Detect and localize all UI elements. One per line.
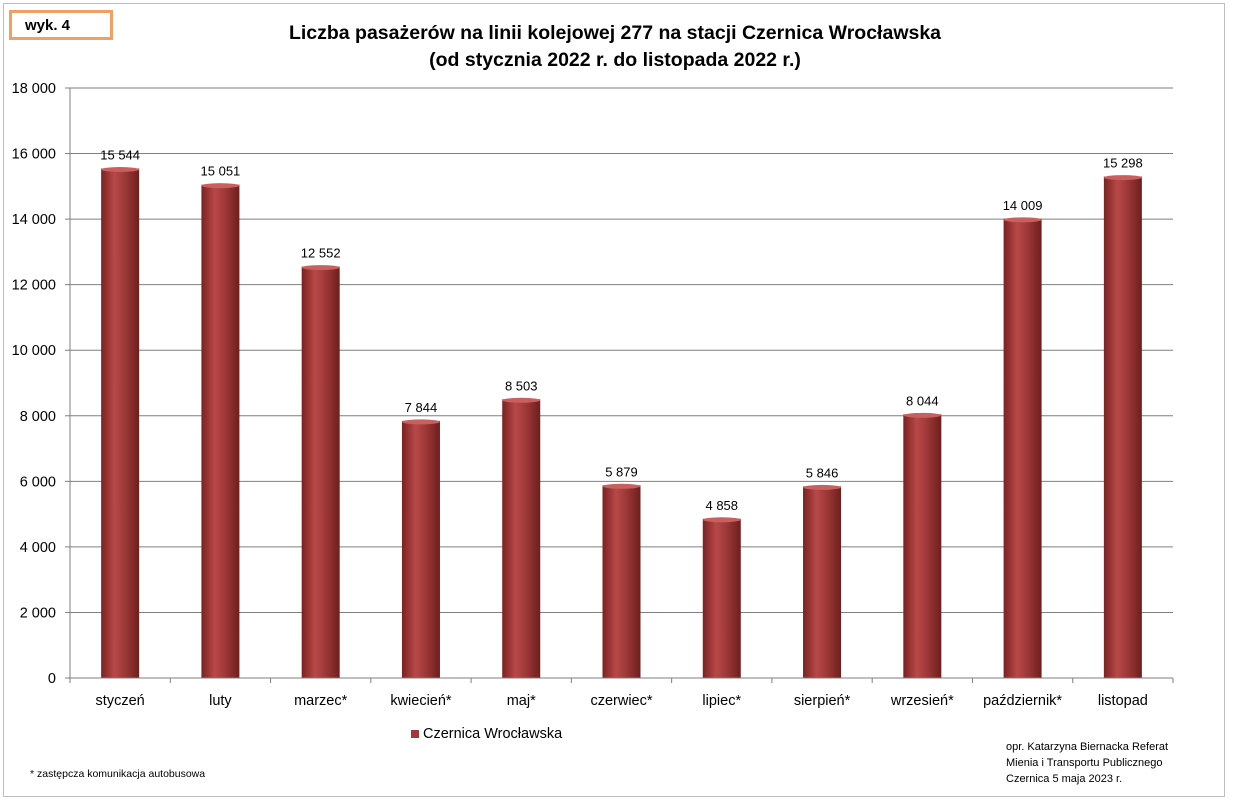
- data-label: 8 044: [906, 393, 939, 408]
- data-label: 8 503: [505, 378, 538, 393]
- y-tick-label: 4 000: [20, 540, 56, 556]
- data-label: 12 552: [301, 246, 341, 261]
- data-label: 14 009: [1003, 198, 1043, 213]
- bar: [1003, 218, 1042, 679]
- bar: [502, 399, 541, 678]
- data-label: 5 879: [605, 464, 638, 479]
- bar-cap: [602, 483, 641, 489]
- axes: [69, 88, 1174, 683]
- data-label: 4 858: [705, 498, 738, 513]
- data-labels: 15 544 15 051 12 552 7 844 8 503 5 879 4 858 5 …: [100, 148, 1142, 513]
- bar-cap: [903, 412, 942, 418]
- chart-title-line-1: Liczba pasażerów na linii kolejowej 277 …: [288, 22, 942, 44]
- data-label: 15 298: [1103, 156, 1143, 171]
- y-tick-label: 2 000: [20, 605, 56, 621]
- bar: [401, 420, 440, 678]
- credits-line-2: Mienia i Transportu Publicznego: [1006, 757, 1163, 769]
- y-tick-label: 8 000: [20, 409, 56, 425]
- y-tick-label: 6 000: [20, 474, 56, 490]
- bar-cap: [1103, 175, 1142, 181]
- legend: Czernica Wrocławska: [411, 726, 562, 742]
- y-tick-label: 10 000: [12, 343, 56, 359]
- x-tick-label: wrzesień*: [890, 693, 954, 709]
- chart-title: Liczba pasażerów na linii kolejowej 277 …: [240, 20, 990, 74]
- data-label: 5 846: [806, 465, 839, 480]
- bar-cap: [803, 484, 842, 490]
- x-tick-label: lipiec*: [702, 693, 741, 709]
- x-axis-ticks: styczeń luty marzec* kwiecień* maj* czerwiec*…: [96, 693, 1148, 709]
- credits: opr. Katarzyna Biernacka Referat Mienia …: [1006, 739, 1168, 787]
- y-tick-label: 12 000: [12, 278, 56, 294]
- bar-cap: [702, 517, 741, 523]
- bar: [201, 184, 240, 678]
- bar: [903, 414, 942, 678]
- credits-line-1: opr. Katarzyna Biernacka Referat: [1006, 741, 1169, 753]
- x-tick-label: luty: [209, 693, 232, 709]
- data-label: 7 844: [405, 400, 438, 415]
- x-tick-label: październik*: [983, 693, 1062, 709]
- bar: [301, 266, 340, 678]
- legend-swatch: [411, 730, 419, 738]
- x-tick-label: marzec*: [294, 693, 348, 709]
- bar-cap: [502, 397, 541, 403]
- y-tick-label: 18 000: [12, 81, 56, 97]
- bar: [602, 485, 641, 678]
- bar-cap: [101, 167, 140, 173]
- credits-line-3: Czernica 5 maja 2023 r.: [1006, 773, 1123, 785]
- bar-cap: [201, 183, 240, 189]
- y-tick-label: 16 000: [12, 147, 56, 163]
- bars: [101, 167, 1142, 679]
- bar-cap: [1003, 217, 1042, 223]
- legend-label: Czernica Wrocławska: [423, 726, 563, 742]
- x-tick-label: maj*: [507, 693, 536, 709]
- y-axis-ticks: 0 2 000 4 000 6 000 8 000 10 000 12 000 14 000 1…: [12, 81, 70, 687]
- x-tick-label: kwiecień*: [390, 693, 452, 709]
- x-tick-label: listopad: [1098, 693, 1148, 709]
- chart-title-line-2: (od stycznia 2022 r. do listopada 2022 r…: [429, 49, 801, 71]
- x-tick-label: styczeń: [96, 693, 145, 709]
- chart-frame: [3, 3, 1225, 797]
- bar-cap: [401, 419, 440, 425]
- x-tick-label: czerwiec*: [590, 693, 652, 709]
- figure-badge: wyk. 4: [9, 10, 113, 40]
- bar: [803, 486, 842, 678]
- y-tick-label: 14 000: [12, 212, 56, 228]
- x-tick-label: sierpień*: [794, 693, 851, 709]
- data-label: 15 051: [201, 164, 241, 179]
- bar: [1103, 176, 1142, 678]
- bar: [702, 518, 741, 678]
- bar-cap: [301, 265, 340, 271]
- y-tick-label: 0: [48, 671, 56, 687]
- bar: [101, 168, 140, 678]
- data-label: 15 544: [100, 148, 140, 163]
- footnote: * zastępcza komunikacja autobusowa: [30, 768, 206, 780]
